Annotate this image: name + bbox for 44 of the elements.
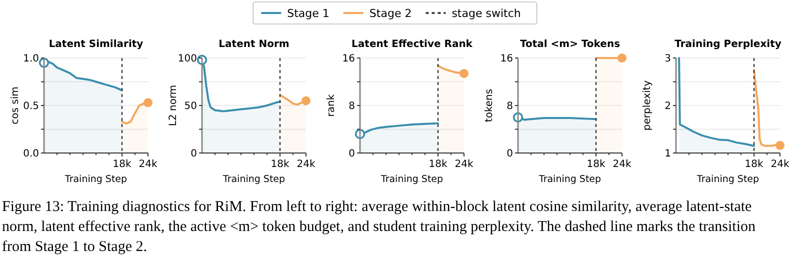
y-tick-label: 16 — [342, 54, 355, 64]
x-tick-label: 18k — [270, 159, 290, 170]
y-axis-title: rank — [326, 94, 337, 117]
y-tick-label: 8 — [506, 101, 513, 112]
x-tick-label: 18k — [586, 159, 606, 170]
caption: Figure 13: Training diagnostics for RiM. From left to right: average within-block latent cosine similarity, average latent-state norm, latent effective rank, the active <m> token budget, and student training perplexity. The dashed line marks the transition from Stage 1 to Stage 2. — [2, 199, 756, 255]
y-tick-label: 0.0 — [23, 148, 39, 160]
x-tick-label: 24k — [454, 159, 474, 170]
y-tick-label: 50 — [184, 101, 197, 112]
x-axis-title: Training Step — [222, 174, 286, 185]
y-tick-label: 8 — [348, 101, 355, 112]
y-tick-label: 0 — [190, 148, 197, 160]
chart-title: Latent Similarity — [48, 39, 144, 50]
y-tick-label: 0 — [348, 148, 355, 160]
y-tick-label: 0 — [506, 148, 513, 160]
y-tick-label: 0.5 — [23, 101, 39, 112]
y-axis-title: tokens — [484, 88, 495, 122]
y-axis-title: cos sim — [10, 86, 21, 124]
x-tick-label: 24k — [138, 159, 158, 170]
x-tick-label: 18k — [428, 159, 448, 170]
y-tick-label: 3 — [664, 54, 671, 64]
legend-label: stage switch — [452, 6, 521, 20]
x-tick-label: 24k — [612, 159, 632, 170]
x-axis-title: Training Step — [380, 174, 444, 185]
chart-title: Training Perplexity — [674, 39, 782, 50]
y-tick-label: 16 — [500, 54, 513, 64]
chart-title: Latent Effective Rank — [352, 39, 473, 50]
x-axis-title: Training Step — [538, 174, 602, 185]
legend-label: Stage 1 — [287, 6, 330, 20]
x-tick-label: 18k — [112, 159, 132, 170]
y-tick-label: 2 — [664, 101, 671, 112]
legend-label: Stage 2 — [369, 6, 412, 20]
chart-title: Latent Norm — [218, 39, 290, 50]
x-tick-label: 24k — [770, 159, 790, 170]
x-axis-title: Training Step — [696, 174, 760, 185]
y-tick-label: 1.0 — [23, 54, 39, 64]
y-axis-title: L2 norm — [168, 84, 179, 126]
x-tick-label: 24k — [296, 159, 316, 170]
y-axis-title: perplexity — [642, 80, 653, 131]
y-tick-label: 100 — [178, 54, 197, 64]
x-tick-label: 18k — [744, 159, 764, 170]
chart-title: Total <m> Tokens — [520, 39, 620, 50]
y-tick-label: 1 — [664, 148, 671, 160]
x-axis-title: Training Step — [64, 174, 128, 185]
